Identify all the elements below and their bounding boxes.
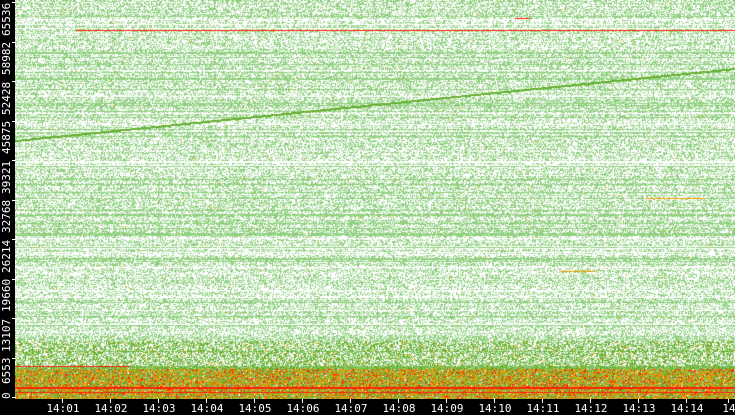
x-tick-mark	[62, 399, 63, 403]
x-tick-mark	[638, 399, 639, 403]
x-tick-label: 14:12	[574, 402, 608, 415]
y-tick-label: 13107	[0, 318, 13, 352]
x-tick-label: 14:07	[334, 402, 368, 415]
y-tick-mark	[12, 200, 16, 201]
x-tick-label: 14:11	[526, 402, 560, 415]
x-tick-mark	[728, 399, 729, 403]
x-tick-mark	[350, 399, 351, 403]
y-tick-mark	[12, 2, 16, 3]
x-tick-label: 14:01	[46, 402, 80, 415]
y-tick-mark	[12, 279, 16, 280]
x-tick-mark	[158, 399, 159, 403]
y-tick-mark	[12, 397, 16, 398]
y-tick-label: 65536	[0, 2, 13, 36]
x-tick-mark	[446, 399, 447, 403]
x-tick-label: 14:14	[670, 402, 704, 415]
x-tick-mark	[206, 399, 207, 403]
x-tick-label: 14:06	[286, 402, 320, 415]
y-tick-mark	[12, 318, 16, 319]
y-tick-label: 6553	[0, 357, 13, 385]
x-tick-mark	[494, 399, 495, 403]
y-tick-label: 0	[0, 392, 13, 399]
y-tick-mark	[12, 160, 16, 161]
x-tick-label: 14:05	[238, 402, 272, 415]
y-tick-label: 19660	[0, 278, 13, 312]
x-tick-label: 14:10	[478, 402, 512, 415]
x-tick-mark	[590, 399, 591, 403]
x-tick-mark	[542, 399, 543, 403]
y-tick-label: 39321	[0, 160, 13, 194]
x-tick-label: 14	[722, 402, 735, 415]
x-tick-mark	[302, 399, 303, 403]
y-tick-mark	[12, 81, 16, 82]
x-tick-mark	[254, 399, 255, 403]
y-tick-label: 32768	[0, 199, 13, 233]
x-tick-mark	[110, 399, 111, 403]
x-tick-label: 14:02	[94, 402, 128, 415]
x-tick-label: 14:03	[142, 402, 176, 415]
y-tick-label: 58982	[0, 41, 13, 75]
y-tick-label: 45875	[0, 120, 13, 154]
y-tick-mark	[12, 42, 16, 43]
y-tick-mark	[12, 358, 16, 359]
x-tick-mark	[398, 399, 399, 403]
y-tick-label: 26214	[0, 239, 13, 273]
x-tick-label: 14:04	[190, 402, 224, 415]
y-tick-mark	[12, 121, 16, 122]
x-tick-label: 14:13	[622, 402, 656, 415]
x-tick-mark	[686, 399, 687, 403]
x-tick-label: 14:08	[382, 402, 416, 415]
y-tick-label: 52428	[0, 81, 13, 115]
y-tick-mark	[12, 239, 16, 240]
heatmap-plot-area	[15, 0, 735, 399]
x-tick-label: 14:09	[430, 402, 464, 415]
